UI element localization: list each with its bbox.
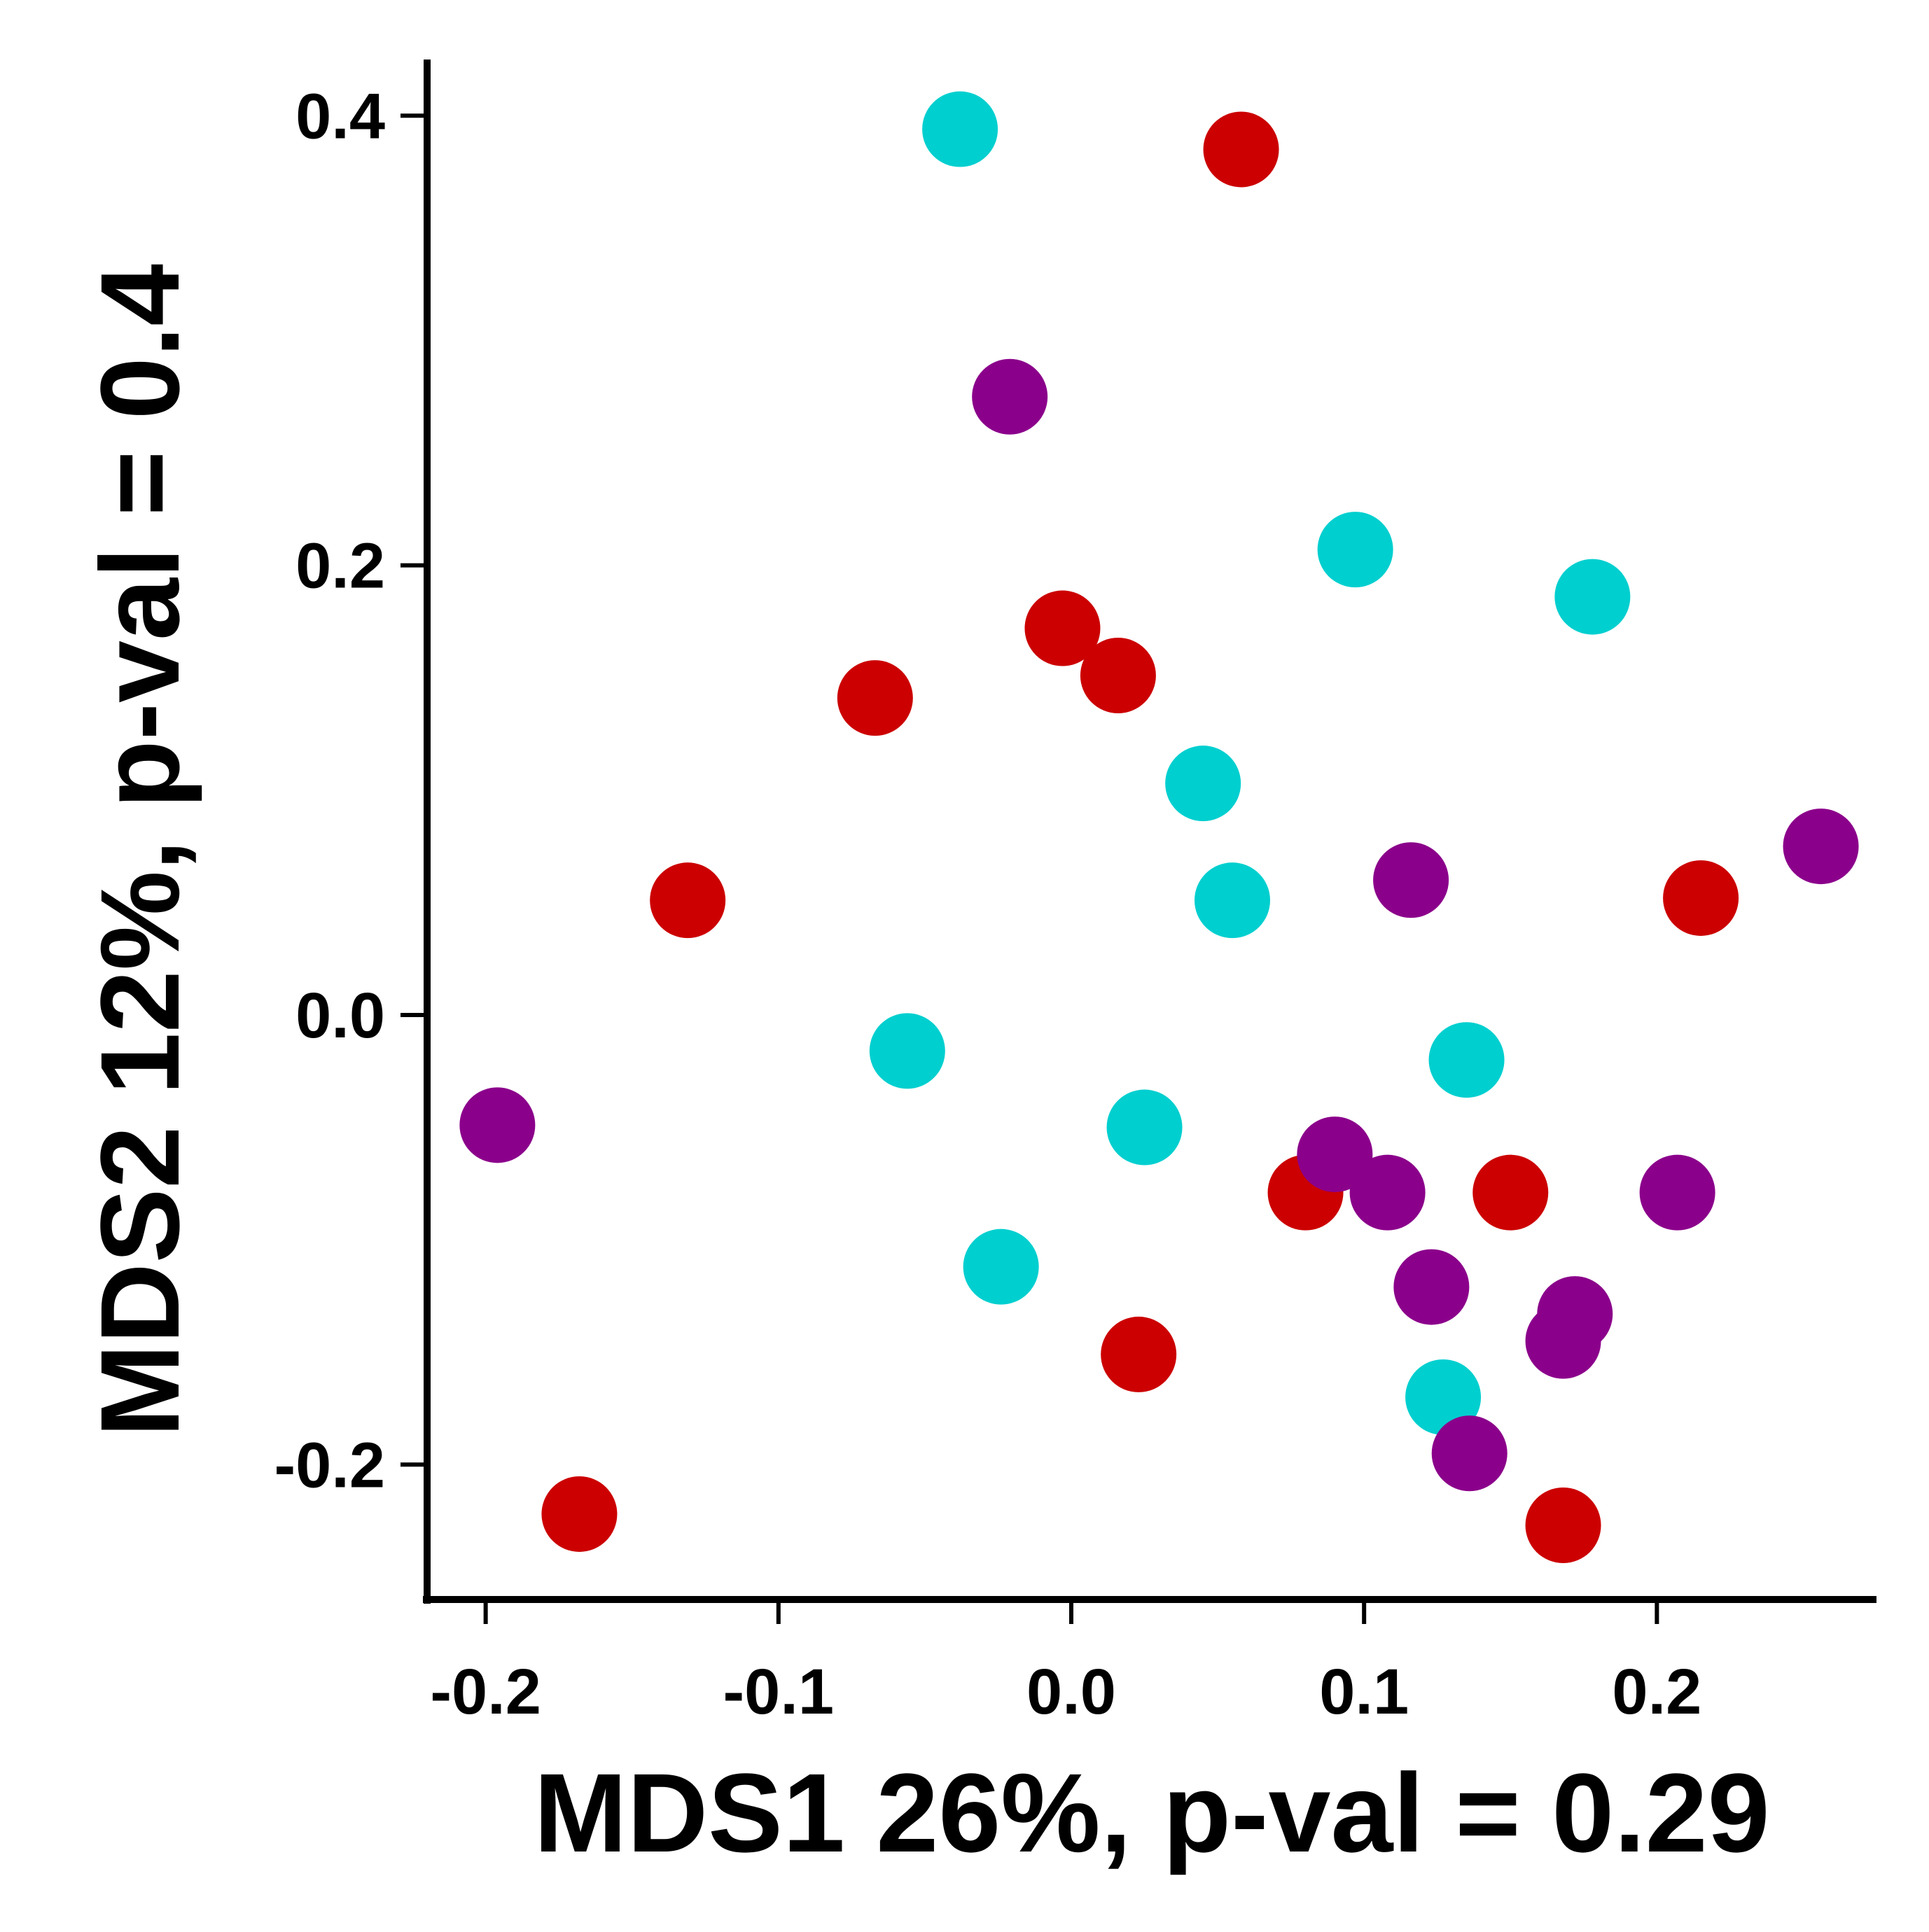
data-point-s0-6	[1428, 1022, 1505, 1098]
data-point-s2-6	[1639, 1154, 1715, 1231]
y-tick-label: 0.0	[295, 980, 385, 1051]
y-axis-title: MDS2 12%, p-val = 0.4	[77, 264, 202, 1437]
data-point-s1-0	[1203, 111, 1279, 188]
points-layer	[459, 91, 1859, 1564]
x-tick-label: 0.0	[1026, 1656, 1116, 1728]
data-point-s0-8	[963, 1228, 1039, 1305]
data-point-s1-5	[1663, 860, 1739, 936]
data-point-s1-10	[1525, 1488, 1601, 1564]
x-axis-title: MDS1 26%, p-val = 0.29	[534, 1750, 1769, 1875]
data-point-s1-1	[1024, 590, 1101, 666]
data-point-s1-3	[837, 660, 913, 736]
x-tick-label: -0.2	[430, 1656, 541, 1728]
data-point-s0-3	[1165, 746, 1241, 822]
data-point-s1-8	[1101, 1316, 1177, 1392]
data-point-s1-7	[1472, 1154, 1549, 1231]
y-tick-label: 0.2	[295, 531, 385, 602]
data-point-s2-0	[972, 358, 1048, 435]
data-point-s2-1	[1783, 808, 1859, 885]
y-tick-label: -0.2	[274, 1429, 385, 1501]
data-point-s0-7	[1106, 1089, 1183, 1166]
data-point-s2-3	[459, 1087, 536, 1163]
data-point-s2-10	[1431, 1415, 1507, 1492]
data-point-s0-1	[1317, 512, 1393, 588]
data-point-s1-4	[650, 862, 726, 939]
x-tick-label: 0.2	[1612, 1656, 1701, 1728]
data-point-s2-5	[1349, 1154, 1426, 1231]
axes-layer: -0.2 -0.1 0.0 0.1 0.2 -0.2 0.0 0.2 0.4	[274, 59, 1876, 1728]
data-point-s2-2	[1373, 842, 1449, 918]
data-point-s0-0	[922, 91, 998, 167]
data-point-s0-5	[869, 1013, 945, 1089]
data-point-s2-7	[1393, 1249, 1470, 1325]
data-point-s1-2	[1080, 638, 1156, 713]
data-point-s0-9	[1405, 1359, 1482, 1435]
data-point-s0-2	[1554, 559, 1631, 635]
data-point-s2-4	[1297, 1116, 1373, 1193]
data-point-s0-4	[1195, 862, 1270, 939]
data-point-s1-9	[541, 1476, 618, 1552]
y-tick-label: 0.4	[295, 80, 385, 152]
x-tick-label: -0.1	[723, 1656, 835, 1728]
x-tick-label: 0.1	[1319, 1656, 1409, 1728]
data-point-s2-9	[1525, 1303, 1601, 1379]
